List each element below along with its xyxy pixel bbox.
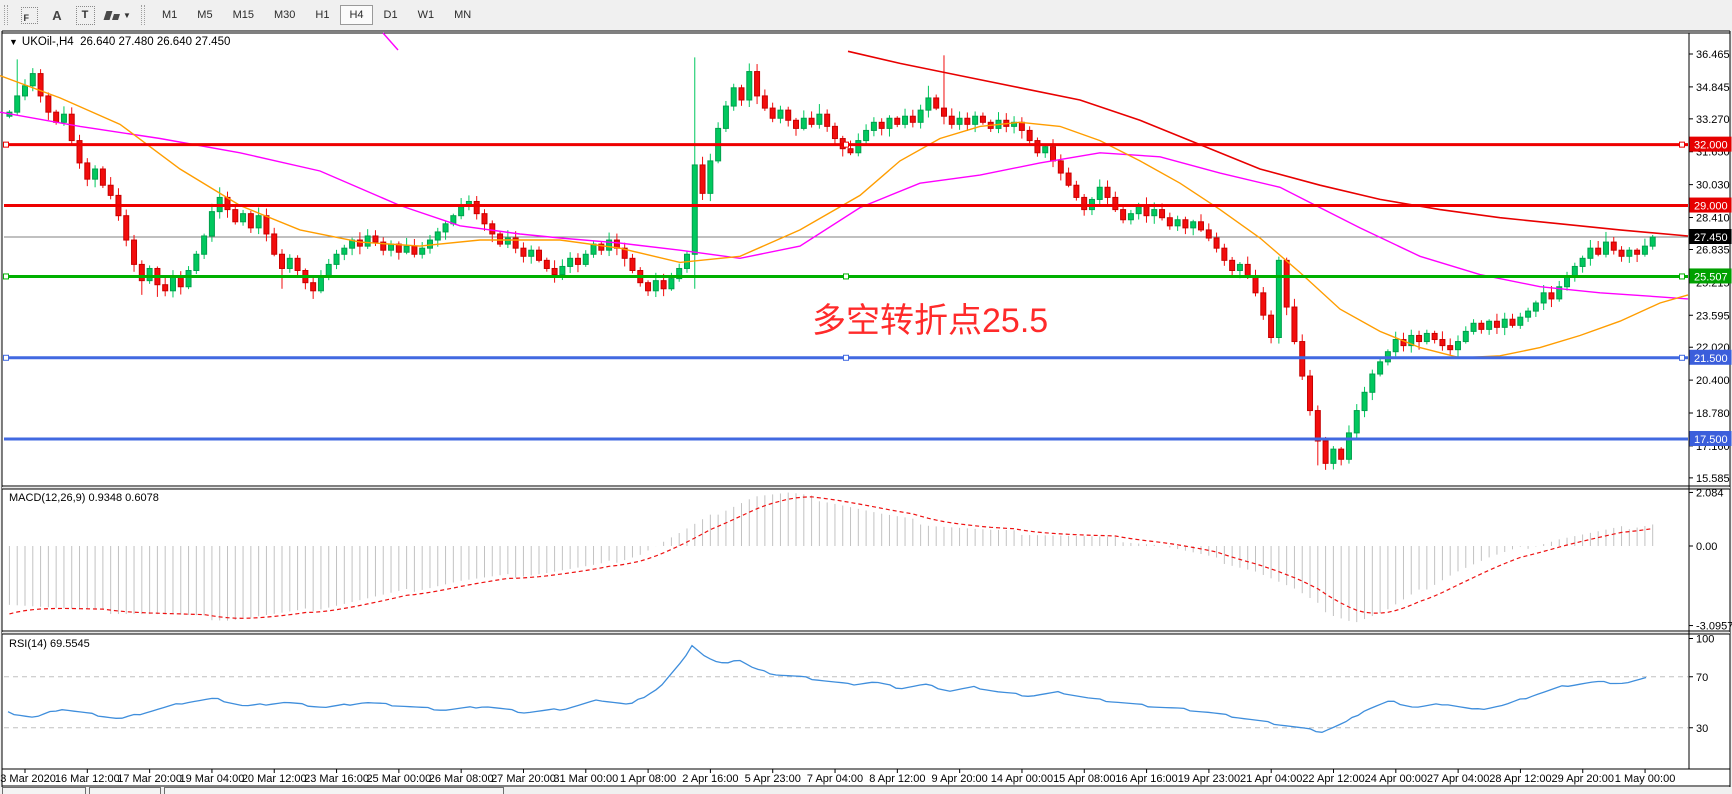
svg-text:25 Mar 00:00: 25 Mar 00:00 bbox=[366, 773, 431, 785]
grid-f-icon[interactable]: F bbox=[17, 4, 41, 26]
svg-text:2.084: 2.084 bbox=[1696, 487, 1724, 499]
text-t-icon-box: T bbox=[75, 5, 95, 25]
svg-text:26 Mar 08:00: 26 Mar 08:00 bbox=[429, 773, 494, 785]
rsi-panel bbox=[4, 644, 1688, 733]
svg-text:70: 70 bbox=[1696, 672, 1708, 684]
svg-text:36.465: 36.465 bbox=[1696, 49, 1730, 61]
svg-text:1 May 00:00: 1 May 00:00 bbox=[1615, 773, 1676, 785]
svg-text:23.595: 23.595 bbox=[1696, 310, 1730, 322]
price-axis: 36.46534.84533.27031.65030.03028.41026.8… bbox=[1689, 49, 1732, 735]
chart-ohlc-values: 26.640 27.480 26.640 27.450 bbox=[80, 36, 231, 48]
svg-text:16 Apr 16:00: 16 Apr 16:00 bbox=[1115, 773, 1177, 785]
svg-text:20.400: 20.400 bbox=[1696, 375, 1730, 387]
svg-text:-3.0957: -3.0957 bbox=[1696, 621, 1732, 633]
chart-tabs-strip bbox=[0, 787, 1732, 794]
svg-text:17 Mar 20:00: 17 Mar 20:00 bbox=[117, 773, 182, 785]
svg-text:8 Apr 12:00: 8 Apr 12:00 bbox=[869, 773, 925, 785]
macd-panel bbox=[8, 492, 1654, 623]
svg-text:19 Apr 23:00: 19 Apr 23:00 bbox=[1178, 773, 1240, 785]
tf-button-M1[interactable]: M1 bbox=[162, 9, 178, 21]
svg-text:0.00: 0.00 bbox=[1696, 541, 1717, 553]
chart-canvas[interactable]: 36.46534.84533.27031.65030.03028.41026.8… bbox=[0, 30, 1732, 794]
svg-text:15.585: 15.585 bbox=[1696, 473, 1730, 485]
tf-button-W1[interactable]: W1 bbox=[417, 9, 435, 21]
tf-button-M5[interactable]: M5 bbox=[197, 9, 213, 21]
svg-text:33.270: 33.270 bbox=[1696, 114, 1730, 126]
svg-text:17.500: 17.500 bbox=[1694, 434, 1728, 446]
svg-text:26.835: 26.835 bbox=[1696, 244, 1730, 256]
candlesticks bbox=[6, 55, 1656, 470]
chevron-down-icon: ▼ bbox=[123, 10, 131, 20]
svg-text:16 Mar 12:00: 16 Mar 12:00 bbox=[55, 773, 120, 785]
svg-text:28.410: 28.410 bbox=[1696, 213, 1730, 225]
grid-f-icon-box: F bbox=[20, 6, 38, 24]
object-arrow-icon bbox=[103, 10, 113, 20]
svg-text:23 Mar 16:00: 23 Mar 16:00 bbox=[304, 773, 369, 785]
svg-text:34.845: 34.845 bbox=[1696, 82, 1730, 94]
toolbar-grip[interactable] bbox=[4, 5, 8, 25]
svg-text:7 Apr 04:00: 7 Apr 04:00 bbox=[807, 773, 863, 785]
svg-text:1 Apr 08:00: 1 Apr 08:00 bbox=[620, 773, 676, 785]
tf-button-D1[interactable]: D1 bbox=[383, 9, 398, 21]
svg-text:30.030: 30.030 bbox=[1696, 180, 1730, 192]
svg-text:20 Mar 12:00: 20 Mar 12:00 bbox=[242, 773, 307, 785]
tf-button-MN[interactable]: MN bbox=[454, 9, 472, 21]
toolbar: F A T ▼ M1 M5 M15 M30 H1 H4 D1 W1 MN bbox=[0, 0, 1732, 30]
svg-text:2 Apr 16:00: 2 Apr 16:00 bbox=[682, 773, 738, 785]
svg-text:9 Apr 20:00: 9 Apr 20:00 bbox=[932, 773, 988, 785]
chart-tab[interactable] bbox=[89, 787, 161, 794]
tf-button-M15[interactable]: M15 bbox=[232, 9, 254, 21]
svg-text:13 Mar 2020: 13 Mar 2020 bbox=[0, 773, 56, 785]
chart-tab[interactable] bbox=[164, 787, 504, 794]
svg-text:27.450: 27.450 bbox=[1694, 232, 1728, 244]
objects-dropdown-icon[interactable]: ▼ bbox=[101, 4, 135, 26]
svg-text:29.000: 29.000 bbox=[1694, 201, 1728, 213]
svg-text:27 Mar 20:00: 27 Mar 20:00 bbox=[491, 773, 556, 785]
svg-text:21 Apr 04:00: 21 Apr 04:00 bbox=[1240, 773, 1302, 785]
tf-button-H1[interactable]: H1 bbox=[315, 9, 330, 21]
main-price-panel[interactable] bbox=[0, 32, 1689, 470]
rsi-line bbox=[7, 644, 1647, 733]
svg-text:5 Apr 23:00: 5 Apr 23:00 bbox=[745, 773, 801, 785]
svg-text:18.780: 18.780 bbox=[1696, 408, 1730, 420]
svg-text:32.000: 32.000 bbox=[1694, 140, 1728, 152]
svg-text:15 Apr 08:00: 15 Apr 08:00 bbox=[1053, 773, 1115, 785]
svg-text:21.500: 21.500 bbox=[1694, 353, 1728, 365]
text-t-icon[interactable]: T bbox=[73, 4, 97, 26]
svg-text:30: 30 bbox=[1696, 723, 1708, 735]
svg-text:14 Apr 00:00: 14 Apr 00:00 bbox=[991, 773, 1053, 785]
svg-text:24 Apr 00:00: 24 Apr 00:00 bbox=[1365, 773, 1427, 785]
font-a-icon[interactable]: A bbox=[52, 7, 62, 23]
object-arrow-icon-2 bbox=[112, 14, 121, 20]
svg-text:27 Apr 04:00: 27 Apr 04:00 bbox=[1427, 773, 1489, 785]
toolbar-grip-2[interactable] bbox=[141, 5, 145, 25]
tf-button-H4[interactable]: H4 bbox=[340, 5, 373, 25]
timeframe-bar: M1 M5 M15 M30 H1 H4 D1 W1 MN bbox=[152, 5, 481, 25]
tf-button-M30[interactable]: M30 bbox=[273, 9, 296, 21]
chart-symbol-period: UKOil-,H4 bbox=[21, 36, 74, 48]
svg-text:25.507: 25.507 bbox=[1694, 271, 1728, 283]
macd-signal-line bbox=[9, 496, 1653, 619]
chart-tab[interactable] bbox=[2, 787, 86, 794]
ma-red-line bbox=[847, 50, 1689, 237]
svg-text:31 Mar 00:00: 31 Mar 00:00 bbox=[553, 773, 618, 785]
macd-indicator-label: MACD(12,26,9) 0.9348 0.6078 bbox=[9, 492, 159, 504]
svg-text:19 Mar 04:00: 19 Mar 04:00 bbox=[180, 773, 245, 785]
svg-text:29 Apr 20:00: 29 Apr 20:00 bbox=[1552, 773, 1614, 785]
chart-annotation-text[interactable]: 多空转折点25.5 bbox=[812, 302, 1049, 340]
rsi-indicator-label: RSI(14) 69.5545 bbox=[9, 638, 90, 650]
ma-magenta-line bbox=[0, 111, 1689, 300]
svg-text:28 Apr 12:00: 28 Apr 12:00 bbox=[1489, 773, 1551, 785]
svg-text:22 Apr 12:00: 22 Apr 12:00 bbox=[1302, 773, 1364, 785]
collapse-icon[interactable]: ▼ bbox=[9, 37, 18, 47]
magenta-segment bbox=[382, 32, 399, 51]
chart-title: ▼ UKOil-,H4 26.640 27.480 26.640 27.450 bbox=[9, 36, 230, 48]
svg-text:100: 100 bbox=[1696, 634, 1714, 646]
